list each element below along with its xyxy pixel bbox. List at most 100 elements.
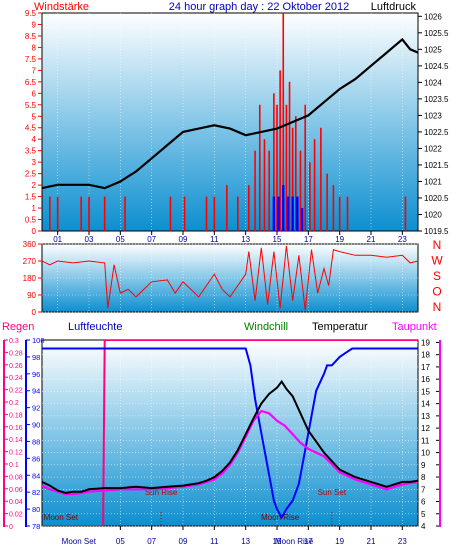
wind-speed-bar: [258, 104, 261, 231]
rain-tick-label: 0: [9, 524, 13, 531]
wind-speed-tick-label: 8.5: [25, 32, 37, 41]
wind-gust-bars: [272, 185, 304, 231]
wind-speed-tick-label: 7.5: [25, 55, 37, 64]
compass-label: W: [431, 254, 443, 268]
time-tick-label: 07: [147, 235, 156, 244]
wind-speed-bars: [49, 13, 407, 231]
pressure-axis-label: Luftdruck: [371, 1, 417, 13]
time-tick-label: 17: [304, 537, 313, 546]
direction-tick-label: 90: [27, 291, 36, 300]
temperature-tick-label: 18: [421, 351, 430, 360]
wind-speed-axis: 0 0.5 1 1.5 2 2.5 3 3.5 4 4.5 5 5.5 6 6.5 7 7.5 8 8.5 9 9.5: [25, 9, 42, 236]
wind-gust-bar: [286, 196, 290, 231]
temperature-tick-label: 5: [421, 510, 426, 519]
wind-speed-bar: [326, 173, 328, 231]
humidity-line: [42, 347, 418, 520]
wind-speed-tick-label: 3: [32, 158, 37, 167]
wind-speed-bar: [338, 196, 341, 231]
rain-tick-label: 0.08: [9, 474, 23, 481]
wind-speed-bar: [304, 104, 306, 231]
panel3-background: [41, 339, 419, 527]
direction-degree-axis: 0 90 180 270 360: [23, 240, 42, 317]
time-tick-label: 05: [116, 537, 125, 546]
moon-set-axis-label: Moon Set: [62, 537, 97, 546]
rain-tick-label: 0.24: [9, 375, 23, 382]
wind-speed-bar: [332, 185, 335, 231]
sun-moon-markers: Sun Rise Sun Set Moon Set Moon Rise: [44, 488, 347, 526]
humidity-tick-label: 98: [32, 353, 40, 362]
compass-label: N: [433, 300, 442, 314]
pressure-tick-label: 1023.5: [424, 95, 449, 104]
moon-rise-axis-label: Moon Rise: [275, 537, 314, 546]
temperature-tick-label: 17: [421, 363, 430, 372]
wind-speed-tick-label: 2.5: [25, 170, 37, 179]
humidity-tick-label: 78: [32, 522, 40, 531]
dewpoint-line: [42, 409, 418, 496]
pressure-tick-label: 1020.5: [424, 194, 449, 203]
wind-speed-bar: [285, 104, 288, 231]
panel1-grid: [57, 13, 403, 231]
rain-tick-label: 0.22: [9, 388, 23, 395]
humidity-axis: 78 80 82 84 86 88 90 92 94 96 98 100: [26, 336, 45, 531]
compass-label: O: [432, 285, 441, 299]
time-tick-label: 01: [53, 235, 62, 244]
dewpoint-label: Taupunkt: [392, 321, 437, 333]
pressure-axis: 1019.5 1020 1020.5 1021 1021.5 1022 1022.5 1023…: [418, 12, 449, 236]
wind-direction-line: [42, 245, 418, 311]
time-tick-label: 09: [179, 537, 188, 546]
wind-speed-tick-label: 5.5: [25, 101, 37, 110]
wind-speed-bar: [273, 93, 275, 231]
wind-speed-bar: [320, 127, 322, 231]
pressure-tick-label: 1022.5: [424, 128, 449, 137]
temperature-tick-label: 10: [421, 449, 430, 458]
direction-tick-label: 270: [23, 257, 37, 266]
compass-label: S: [433, 269, 441, 283]
moon-rise-label: Moon Rise: [261, 513, 300, 522]
wind-speed-tick-label: 2: [32, 181, 37, 190]
pressure-tick-label: 1024.5: [424, 62, 449, 71]
rain-tick-label: 0.14: [9, 437, 23, 444]
direction-tick-label: 360: [23, 240, 37, 249]
humidity-label: Luftfeuchte: [68, 321, 122, 333]
wind-speed-bar: [80, 196, 82, 231]
rain-tick-label: 0.1: [9, 462, 19, 469]
wind-gust-bar: [277, 196, 280, 231]
wind-speed-tick-label: 5: [32, 112, 37, 121]
temperature-tick-label: 13: [421, 412, 430, 421]
rain-tick-label: 0.12: [9, 450, 23, 457]
rain-tick-label: 0.26: [9, 363, 23, 370]
time-tick-label: 17: [304, 235, 313, 244]
sun-set-label: Sun Set: [318, 488, 347, 497]
temperature-tick-label: 14: [421, 400, 430, 409]
pressure-tick-label: 1019.5: [424, 227, 449, 236]
humidity-tick-label: 90: [32, 421, 40, 430]
time-tick-label: 13: [241, 537, 250, 546]
temperature-label: Temperatur: [312, 321, 368, 333]
temperature-tick-label: 12: [421, 424, 430, 433]
wind-speed-tick-label: 0: [32, 227, 37, 236]
wind-speed-tick-label: 7: [32, 66, 37, 75]
rain-tick-label: 0.18: [9, 412, 23, 419]
wind-speed-bar: [346, 196, 349, 231]
time-tick-label: 11: [210, 235, 219, 244]
wind-gust-bar: [296, 196, 299, 231]
time-tick-label: 11: [210, 537, 219, 546]
windchill-label: Windchill: [244, 321, 288, 333]
panel1-background: [41, 12, 419, 232]
wind-speed-bar: [404, 196, 407, 231]
compass-label: N: [433, 238, 442, 252]
direction-tick-label: 0: [32, 308, 37, 317]
temperature-humidity-panel: Sun Rise Sun Set Moon Set Moon Rise 0 0.02 0.…: [2, 321, 441, 546]
pressure-tick-label: 1026: [424, 12, 442, 21]
temperature-tick-label: 6: [421, 498, 426, 507]
pressure-tick-label: 1021.5: [424, 161, 449, 170]
wind-speed-tick-label: 9: [32, 20, 37, 29]
wind-speed-tick-label: 6: [32, 89, 37, 98]
rain-tick-label: 0.2: [9, 400, 19, 407]
wind-speed-tick-label: 4: [32, 135, 37, 144]
wind-speed-bar: [295, 116, 297, 231]
wind-speed-tick-label: 0.5: [25, 216, 37, 225]
pressure-line: [42, 37, 418, 190]
wind-gust-bar: [300, 208, 304, 231]
